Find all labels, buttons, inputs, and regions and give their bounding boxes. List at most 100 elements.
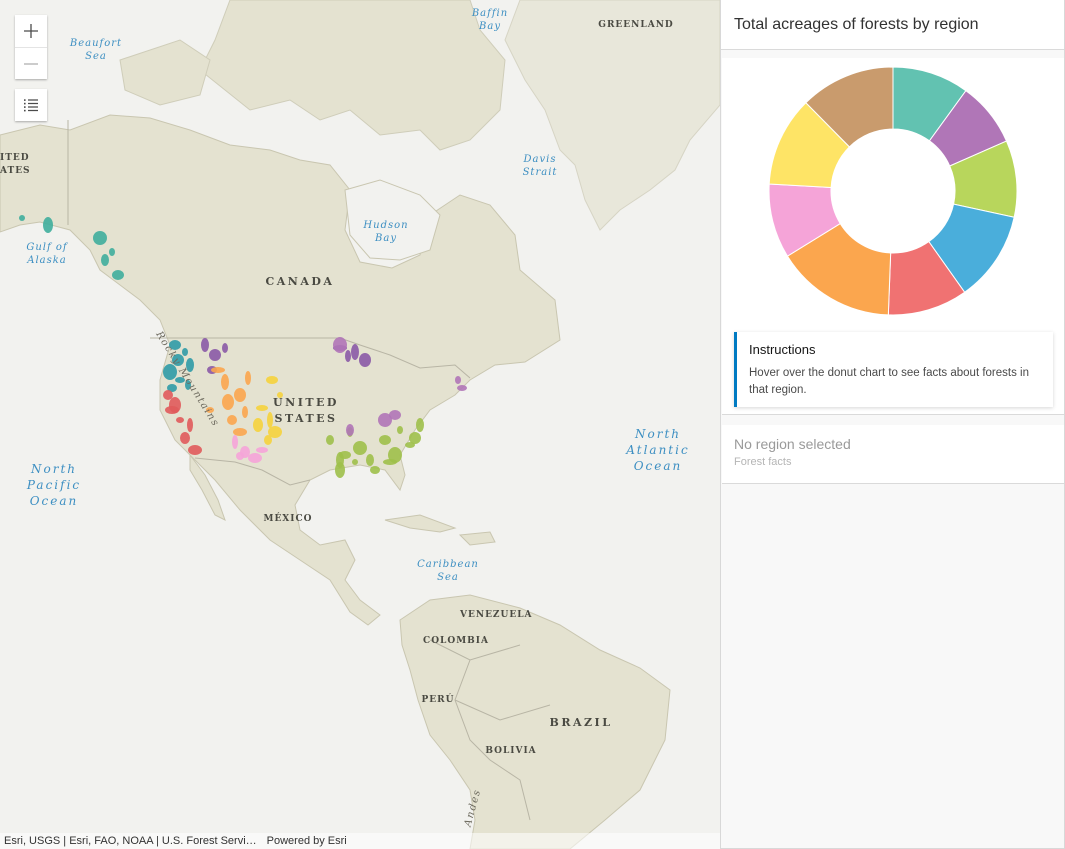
- forest-patch[interactable]: [206, 407, 214, 413]
- south-america-borders: [429, 639, 551, 821]
- forest-patch[interactable]: [234, 388, 246, 402]
- forest-patch[interactable]: [359, 353, 371, 367]
- panel-title: Total acreages of forests by region: [734, 15, 979, 33]
- zoom-in-button[interactable]: [15, 15, 47, 47]
- attribution-text[interactable]: Esri, USGS | Esri, FAO, NOAA | U.S. Fore…: [4, 835, 257, 847]
- instructions-notice: Instructions Hover over the donut chart …: [734, 332, 1053, 407]
- forest-facts-card: No region selected Forest facts: [722, 425, 1064, 484]
- attribution-bar: Esri, USGS | Esri, FAO, NOAA | U.S. Fore…: [0, 833, 720, 849]
- zoom-control: [15, 15, 47, 79]
- forest-patch[interactable]: [253, 418, 263, 432]
- forest-patch[interactable]: [186, 358, 194, 372]
- forest-patch[interactable]: [222, 394, 234, 410]
- forest-patch[interactable]: [167, 384, 177, 392]
- forest-patch[interactable]: [370, 466, 380, 474]
- label-canada: CANADA: [265, 275, 335, 288]
- forest-patch[interactable]: [109, 248, 115, 256]
- label-venezuela: VENEZUELA: [460, 610, 533, 620]
- forest-patch[interactable]: [176, 417, 184, 423]
- forest-patch[interactable]: [268, 426, 282, 438]
- cuba: [384, 514, 457, 533]
- minus-icon: [24, 62, 38, 65]
- forest-patch[interactable]: [266, 376, 278, 384]
- forest-patch[interactable]: [112, 270, 124, 280]
- forest-patch[interactable]: [346, 424, 354, 436]
- forest-patch[interactable]: [267, 412, 273, 428]
- forest-patch[interactable]: [185, 380, 191, 390]
- north-america-landmass: [0, 114, 561, 626]
- label-north-pacific-ocean: North Pacific Ocean: [26, 462, 82, 508]
- forest-patch[interactable]: [345, 350, 351, 362]
- forest-patch[interactable]: [405, 442, 415, 448]
- forest-patch[interactable]: [397, 426, 403, 434]
- legend-button[interactable]: [15, 89, 47, 121]
- chart-card: Instructions Hover over the donut chart …: [722, 58, 1064, 415]
- forest-patch[interactable]: [455, 376, 461, 384]
- forest-patch[interactable]: [351, 344, 359, 360]
- forest-patch[interactable]: [180, 432, 190, 444]
- map-view[interactable]: Beaufort Sea Baffin Bay Davis Strait Hudson…: [0, 0, 720, 849]
- zoom-out-button[interactable]: [15, 47, 47, 79]
- forest-patch[interactable]: [169, 340, 181, 350]
- forest-patch[interactable]: [336, 452, 344, 468]
- label-beaufort-sea: Beaufort Sea: [69, 38, 123, 62]
- forest-patch[interactable]: [182, 348, 188, 356]
- forest-patch[interactable]: [366, 454, 374, 466]
- powered-by-esri[interactable]: Powered by Esri: [266, 835, 347, 847]
- forest-patch[interactable]: [353, 441, 367, 455]
- forest-patch[interactable]: [201, 338, 209, 352]
- plus-icon: [24, 24, 38, 38]
- forest-patch[interactable]: [333, 337, 347, 353]
- forest-patch[interactable]: [379, 435, 391, 445]
- label-united-states: UNITED STATES: [273, 396, 339, 425]
- greenland-landmass: [504, 0, 720, 231]
- forest-patch[interactable]: [326, 435, 334, 445]
- forest-patch[interactable]: [389, 410, 401, 420]
- forest-patch[interactable]: [264, 435, 272, 445]
- forest-patch[interactable]: [209, 349, 221, 361]
- forest-patch[interactable]: [221, 374, 229, 390]
- forest-patch[interactable]: [248, 453, 262, 463]
- forest-patch[interactable]: [211, 367, 225, 373]
- forest-patch[interactable]: [457, 385, 467, 391]
- forest-patch[interactable]: [416, 418, 424, 432]
- forest-patch[interactable]: [352, 459, 358, 465]
- forest-patch[interactable]: [233, 428, 247, 436]
- forest-patch[interactable]: [242, 406, 248, 418]
- forest-patch[interactable]: [277, 392, 283, 398]
- forest-patch[interactable]: [187, 418, 193, 432]
- forest-patch[interactable]: [227, 415, 237, 425]
- forest-patch[interactable]: [245, 371, 251, 385]
- hudson-bay-water: [344, 179, 441, 261]
- label-colombia: COLOMBIA: [423, 636, 489, 646]
- forest-patch[interactable]: [256, 447, 268, 453]
- forest-patch[interactable]: [172, 354, 184, 366]
- south-america-landmass: [399, 594, 671, 849]
- donut-chart[interactable]: [722, 58, 1064, 328]
- forest-patch[interactable]: [43, 217, 53, 233]
- instructions-title: Instructions: [749, 342, 816, 357]
- forest-patch[interactable]: [222, 343, 228, 353]
- forest-patch[interactable]: [175, 377, 185, 383]
- label-brazil: BRAZIL: [549, 716, 613, 729]
- donut-slice-8[interactable]: [805, 66, 894, 148]
- forest-patch[interactable]: [378, 413, 392, 427]
- basemap: [0, 0, 720, 849]
- forest-patch[interactable]: [232, 435, 238, 449]
- forest-patch[interactable]: [101, 254, 109, 266]
- label-davis-strait: Davis Strait: [522, 154, 558, 178]
- forest-patch[interactable]: [383, 459, 397, 465]
- baja-peninsula: [189, 453, 226, 521]
- forest-patch[interactable]: [256, 405, 268, 411]
- forest-patch[interactable]: [388, 447, 402, 463]
- instructions-text: Hover over the donut chart to see facts …: [749, 367, 1029, 396]
- forest-patch[interactable]: [188, 445, 202, 455]
- forest-patch[interactable]: [236, 452, 244, 460]
- label-greenland: GREENLAND: [598, 20, 674, 30]
- forest-patch[interactable]: [163, 390, 173, 400]
- forest-patch[interactable]: [93, 231, 107, 245]
- forest-patch[interactable]: [409, 432, 421, 444]
- forest-patch[interactable]: [163, 364, 177, 380]
- forest-patch[interactable]: [19, 215, 25, 221]
- forest-patch[interactable]: [169, 397, 181, 413]
